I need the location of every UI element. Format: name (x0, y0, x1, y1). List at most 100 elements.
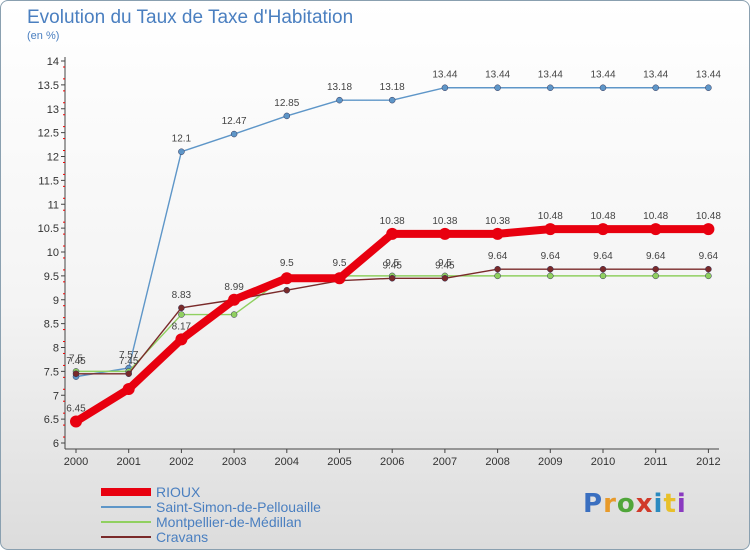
data-label: 10.38 (432, 216, 457, 227)
data-point (230, 130, 238, 138)
data-point (388, 96, 396, 104)
data-point (438, 227, 451, 240)
data-point (280, 272, 293, 285)
legend-label: Cravans (156, 529, 209, 545)
data-label: 13.44 (485, 70, 510, 81)
data-point (494, 84, 501, 91)
x-tick-label: 2010 (591, 456, 615, 468)
x-tick-label: 2003 (222, 456, 246, 468)
data-point (441, 84, 449, 91)
logo-letter: x (635, 489, 654, 519)
data-point (72, 370, 80, 378)
data-point (705, 84, 712, 91)
data-point (649, 223, 662, 236)
data-point (652, 84, 659, 91)
data-label: 12.47 (222, 116, 247, 127)
data-label: 12.1 (172, 134, 192, 145)
logo-letter: i (676, 489, 687, 519)
data-point (547, 265, 554, 273)
legend-swatch (101, 506, 151, 508)
y-tick-label: 9.5 (44, 271, 59, 283)
data-point (599, 272, 607, 280)
data-label: 10.48 (643, 211, 668, 222)
x-tick-label: 2004 (275, 456, 299, 468)
y-tick-label: 10.5 (38, 223, 59, 235)
data-point (386, 227, 399, 240)
data-label: 6.45 (66, 404, 86, 415)
y-tick-label: 7 (53, 390, 59, 402)
y-tick-label: 11 (48, 199, 59, 211)
data-label: 8.83 (172, 290, 192, 301)
chart-title: Evolution du Taux de Taxe d'Habitation (27, 7, 354, 28)
data-label: 13.44 (432, 70, 457, 81)
x-tick-label: 2001 (116, 456, 140, 468)
data-label: 9.5 (333, 258, 347, 269)
data-point (494, 265, 501, 273)
data-label: 13.18 (380, 82, 405, 93)
data-label: 9.64 (646, 251, 666, 262)
legend-swatch (101, 536, 151, 538)
legend: RIOUX Saint-Simon-de-Pellouaille Montpelli… (101, 485, 421, 545)
data-point (283, 112, 291, 120)
data-label: 10.48 (696, 211, 721, 222)
axes: 6 6.5 7 7.5 8 8.5 9 9.5 10 10.5 11 11.5 12 12.5 13 13.5… (38, 56, 721, 468)
data-label: 9.5 (385, 258, 399, 269)
legend-item: RIOUX (101, 485, 421, 500)
data-point (336, 96, 343, 104)
data-label: 13.44 (643, 70, 668, 81)
data-label: 7.45 (66, 356, 86, 367)
legend-label: Montpellier-de-Médillan (156, 514, 302, 530)
data-label: 9.5 (280, 258, 294, 269)
y-tick-label: 8 (53, 343, 59, 355)
y-tick-label: 6.5 (44, 414, 59, 426)
data-point (228, 293, 241, 306)
data-point (70, 415, 82, 428)
x-tick-label: 2011 (644, 456, 668, 468)
data-point (122, 383, 135, 396)
data-labels: 6.45 8.17 10.38 10.38 10.38 10.48 10.48 10.48 10… (66, 70, 721, 415)
data-label: 13.44 (590, 70, 615, 81)
data-label: 7.57 (119, 350, 139, 361)
data-point (178, 304, 185, 312)
data-point (125, 370, 132, 378)
y-tick-label: 12 (47, 152, 59, 164)
y-tick-label: 14 (47, 56, 59, 68)
y-tick-label: 6 (53, 438, 59, 450)
data-label: 9.64 (699, 251, 719, 262)
data-label: 7.5 (69, 353, 83, 364)
data-label: 10.48 (590, 211, 615, 222)
logo-letter: i (653, 489, 664, 519)
data-label: 7.45 (119, 356, 139, 367)
data-label: 9.45 (435, 260, 455, 271)
logo-letter: P (583, 489, 604, 519)
data-label: 9.45 (382, 260, 402, 271)
data-label: 8.17 (172, 321, 192, 332)
y-tick-label: 13 (47, 104, 59, 116)
data-point (175, 333, 188, 346)
data-label: 10.48 (538, 211, 563, 222)
y-tick-label: 10 (47, 247, 59, 259)
data-label: 9.64 (488, 251, 508, 262)
data-point (705, 265, 712, 273)
data-label: 13.18 (327, 82, 352, 93)
legend-label: Saint-Simon-de-Pellouaille (156, 499, 321, 515)
x-tick-label: 2012 (696, 456, 720, 468)
x-tick-label: 2000 (64, 456, 88, 468)
data-point (230, 311, 238, 318)
data-label: 12.85 (274, 98, 299, 109)
data-point (544, 223, 557, 236)
data-label: 9.64 (593, 251, 613, 262)
x-tick-label: 2005 (327, 456, 351, 468)
data-label: 9.64 (541, 251, 561, 262)
data-point (491, 227, 504, 240)
data-point (333, 272, 346, 285)
x-tick-label: 2007 (433, 456, 457, 468)
chart-subtitle: (en %) (27, 30, 60, 42)
data-point (599, 265, 607, 273)
y-tick-label: 7.5 (44, 366, 59, 378)
y-tick-label: 8.5 (44, 319, 59, 331)
legend-swatch (101, 488, 151, 496)
legend-item: Saint-Simon-de-Pellouaille (101, 500, 421, 515)
data-label: 8.99 (224, 282, 244, 293)
